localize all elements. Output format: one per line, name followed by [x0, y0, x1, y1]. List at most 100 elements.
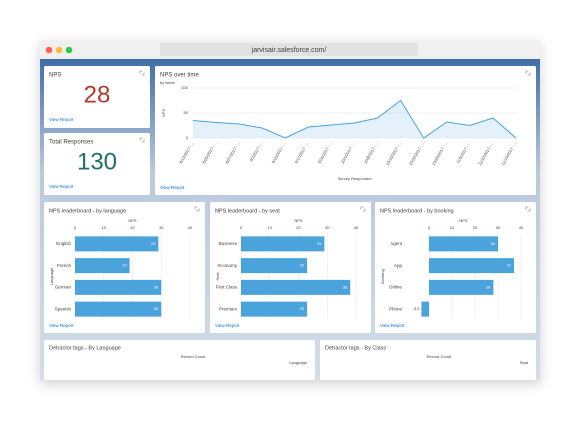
y-tick-label: 50	[184, 110, 189, 115]
y-tick-label: Premium	[219, 306, 237, 311]
x-tick-label: 0	[74, 225, 77, 230]
bar	[241, 301, 308, 317]
view-report-link[interactable]: View Report	[380, 323, 405, 328]
line	[192, 99, 517, 139]
y-tick-label: 100	[181, 85, 188, 90]
chart-title: NPS over time	[160, 73, 199, 79]
minimize-dot[interactable]	[55, 46, 63, 54]
expand-icon[interactable]	[525, 70, 531, 76]
close-dot[interactable]	[45, 46, 53, 54]
x-axis-label: Survey Responded	[337, 176, 371, 181]
view-report-link[interactable]: View Report	[160, 185, 185, 190]
value-label: -3.3	[413, 306, 421, 311]
panel	[44, 133, 150, 195]
x-tick-label: 40	[519, 225, 524, 230]
kpi-value: 130	[77, 148, 117, 175]
x-tick-label: 20	[473, 225, 478, 230]
value-label: 23	[300, 306, 305, 311]
value-label: 29	[317, 241, 322, 246]
panel	[44, 340, 315, 380]
url-box[interactable]	[160, 43, 418, 56]
bar	[75, 258, 130, 274]
y-axis-label: NPS	[161, 109, 166, 118]
x-axis-label: NPS	[294, 218, 303, 223]
kpi-title: NPS	[49, 73, 61, 79]
chart-title: NPS leaderboard - by language	[49, 208, 126, 214]
x-tick-label: 20	[130, 225, 135, 230]
y-tick-label: Online	[389, 285, 403, 290]
bar	[421, 301, 429, 317]
dashboard: NPS 28 View Report Total Responses 130 View R…	[44, 66, 536, 380]
bar	[241, 236, 325, 252]
y-tick-label: First Class	[216, 285, 238, 290]
x-axis-label: NPS	[128, 218, 137, 223]
zoom-dot[interactable]	[65, 46, 73, 54]
panel	[44, 66, 150, 128]
bar	[429, 236, 498, 252]
bar	[75, 279, 162, 295]
x-tick-label: 30	[496, 225, 501, 230]
kpi-title: Total Responses	[49, 140, 93, 146]
value-label: 30	[491, 241, 496, 246]
expand-icon[interactable]	[360, 206, 366, 212]
x-axis-label: NPS	[459, 218, 468, 223]
x-tick-label: 40	[188, 225, 193, 230]
chart-title: NPS leaderboard - by booking	[380, 208, 454, 214]
bar	[429, 258, 515, 274]
y-tick-label: 0	[186, 135, 189, 140]
legend-title: Language	[289, 360, 308, 365]
x-tick-label: 30	[325, 225, 330, 230]
widget-title: Detractor tags - By Class	[325, 345, 386, 351]
y-tick-label: Phone	[389, 306, 403, 311]
expand-icon[interactable]	[525, 206, 531, 212]
view-report-link[interactable]: View Report	[49, 117, 74, 122]
x-tick-label: 0	[428, 225, 431, 230]
y-tick-label: Spanish	[55, 306, 72, 311]
axis-label: Record Count	[181, 354, 207, 359]
bar	[75, 236, 159, 252]
value-label: 19	[122, 263, 127, 268]
y-axis-label: Language	[49, 267, 54, 286]
expand-icon[interactable]	[194, 206, 200, 212]
value-label: 23	[300, 263, 305, 268]
url: jarvisair.salesforce.com/	[251, 47, 327, 54]
view-report-link[interactable]: View Report	[49, 323, 74, 328]
value-label: 30	[154, 284, 159, 289]
expand-icon[interactable]	[139, 70, 145, 76]
y-tick-label: App	[394, 263, 403, 268]
value-label: 28	[486, 284, 491, 289]
y-tick-label: Agent	[390, 241, 403, 246]
expand-icon[interactable]	[139, 137, 145, 143]
y-tick-label: German	[55, 285, 72, 290]
value-label: 37	[507, 263, 512, 268]
x-tick-label: 10	[450, 225, 455, 230]
y-tick-label: French	[57, 263, 72, 268]
bar	[241, 258, 308, 274]
y-axis-label: Seat	[215, 272, 220, 281]
y-tick-label: Economy	[218, 263, 238, 268]
value-label: 30	[154, 306, 159, 311]
panel	[155, 66, 536, 195]
y-tick-label: English	[56, 241, 71, 246]
value-label: 38	[343, 284, 348, 289]
panel	[320, 340, 536, 380]
bar	[75, 301, 162, 317]
widget-title: Detractor tags - By Language	[49, 345, 121, 351]
kpi-value: 28	[84, 81, 111, 108]
chart-title: NPS leaderboard - by seat	[215, 208, 280, 214]
x-tick-label: 10	[268, 225, 273, 230]
legend-title: Seat	[520, 360, 529, 365]
chart-subtitle: by week	[160, 80, 175, 85]
axis-label: Record Count	[426, 354, 452, 359]
x-tick-label: 20	[296, 225, 301, 230]
x-tick-label: 40	[354, 225, 359, 230]
view-report-link[interactable]: View Report	[49, 184, 74, 189]
y-tick-label: Business	[219, 241, 238, 246]
bar	[241, 279, 351, 295]
view-report-link[interactable]: View Report	[215, 323, 240, 328]
line-area	[193, 100, 516, 138]
x-tick-label: 10	[102, 225, 107, 230]
bar	[429, 279, 494, 295]
